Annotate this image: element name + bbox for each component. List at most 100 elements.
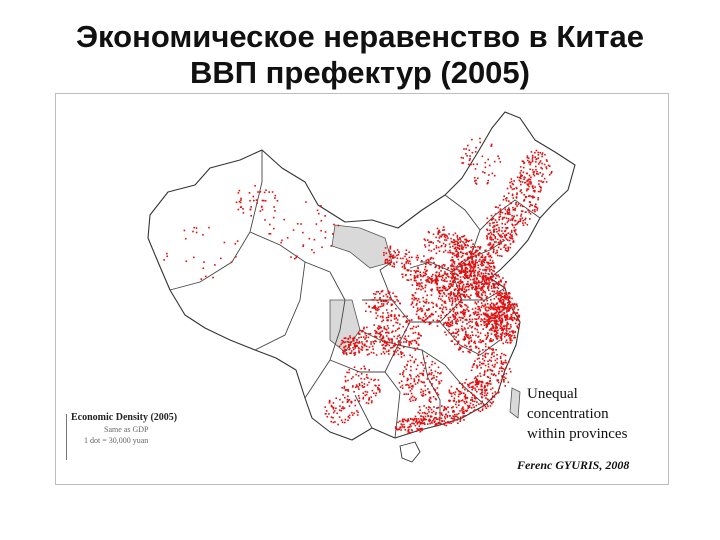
gdp-dot (352, 342, 355, 345)
gdp-dot (480, 388, 482, 391)
gdp-dot (481, 363, 484, 365)
gdp-dot (461, 325, 463, 328)
gdp-dot (376, 299, 379, 302)
gdp-dot (505, 227, 508, 230)
gdp-dot (507, 303, 510, 306)
gdp-dot (483, 305, 485, 308)
gdp-dot (458, 400, 461, 403)
gdp-dot (347, 379, 349, 382)
gdp-dot (366, 326, 368, 329)
gdp-dot (536, 207, 539, 209)
gdp-dot (429, 315, 432, 318)
gdp-dot (367, 377, 369, 379)
gdp-dot (428, 392, 431, 394)
gdp-dot (424, 415, 427, 418)
gdp-dot (496, 286, 498, 289)
gdp-dot (338, 345, 341, 348)
gdp-dot (495, 311, 498, 314)
gdp-dot (379, 333, 381, 335)
gdp-dot (493, 315, 495, 317)
gdp-dot (268, 233, 270, 235)
gdp-dot (493, 287, 495, 289)
gdp-dot (352, 337, 354, 340)
gdp-dot (468, 321, 470, 324)
gdp-dot (450, 276, 452, 279)
gdp-dot (521, 210, 523, 212)
gdp-dot (347, 400, 350, 402)
gdp-dot (449, 316, 452, 319)
gdp-dot (330, 420, 332, 423)
gdp-dot (505, 217, 508, 219)
gdp-dot (499, 310, 501, 313)
gdp-dot (364, 344, 366, 347)
gdp-dot (499, 279, 502, 282)
gdp-dot (393, 262, 395, 264)
gdp-dot (429, 419, 432, 422)
gdp-dot (415, 375, 418, 378)
gdp-dot (503, 333, 506, 335)
gdp-dot (501, 222, 503, 225)
gdp-dot (520, 175, 523, 177)
gdp-dot (448, 415, 451, 417)
gdp-dot (473, 394, 476, 397)
gdp-dot (454, 243, 457, 246)
gdp-dot (452, 392, 455, 394)
gdp-dot (490, 340, 493, 342)
gdp-dot (518, 315, 520, 318)
gdp-dot (486, 403, 489, 406)
gdp-dot (490, 239, 493, 241)
gdp-dot (253, 199, 255, 202)
gdp-dot (506, 316, 509, 318)
gdp-dot (459, 279, 462, 281)
gdp-dot (495, 330, 497, 332)
gdp-dot (450, 237, 452, 240)
gdp-dot (491, 317, 493, 319)
gdp-dot (412, 332, 415, 334)
gdp-dot (508, 200, 510, 202)
gdp-dot (453, 338, 456, 341)
gdp-dot (507, 220, 510, 222)
gdp-dot (452, 245, 454, 248)
gdp-dot (456, 256, 458, 258)
gdp-dot (458, 247, 460, 250)
gdp-dot (411, 297, 413, 300)
gdp-dot (474, 340, 476, 343)
gdp-dot (472, 248, 474, 250)
gdp-dot (459, 276, 462, 278)
gdp-dot (460, 156, 463, 159)
gdp-dot (388, 259, 391, 262)
gdp-dot (411, 284, 414, 286)
gdp-dot (526, 172, 528, 175)
gdp-dot (493, 308, 495, 311)
gdp-dot (402, 370, 405, 372)
gdp-dot (420, 279, 422, 281)
gdp-dot (382, 336, 385, 339)
gdp-dot (535, 203, 537, 206)
gdp-dot (506, 296, 509, 298)
gdp-dot (493, 270, 495, 273)
gdp-dot (425, 407, 428, 409)
gdp-dot (472, 268, 475, 270)
gdp-dot (500, 366, 503, 368)
gdp-dot (483, 280, 486, 282)
gdp-dot (472, 243, 474, 245)
gdp-dot (430, 250, 433, 252)
gdp-dot (439, 292, 442, 295)
gdp-dot (488, 277, 490, 279)
gdp-dot (501, 318, 503, 320)
gdp-dot (541, 155, 543, 158)
gdp-dot (474, 327, 476, 330)
gdp-dot (490, 143, 493, 146)
gdp-dot (502, 307, 505, 310)
gdp-dot (467, 406, 470, 408)
gdp-dot (481, 283, 483, 285)
gdp-dot (523, 194, 525, 196)
gdp-dot (450, 392, 453, 395)
gdp-dot (386, 325, 389, 327)
gdp-dot (408, 251, 410, 253)
gdp-dot (458, 286, 461, 288)
gdp-dot (422, 316, 425, 319)
gdp-dot (514, 312, 517, 315)
gdp-dot (360, 373, 363, 375)
gdp-dot (362, 396, 365, 399)
